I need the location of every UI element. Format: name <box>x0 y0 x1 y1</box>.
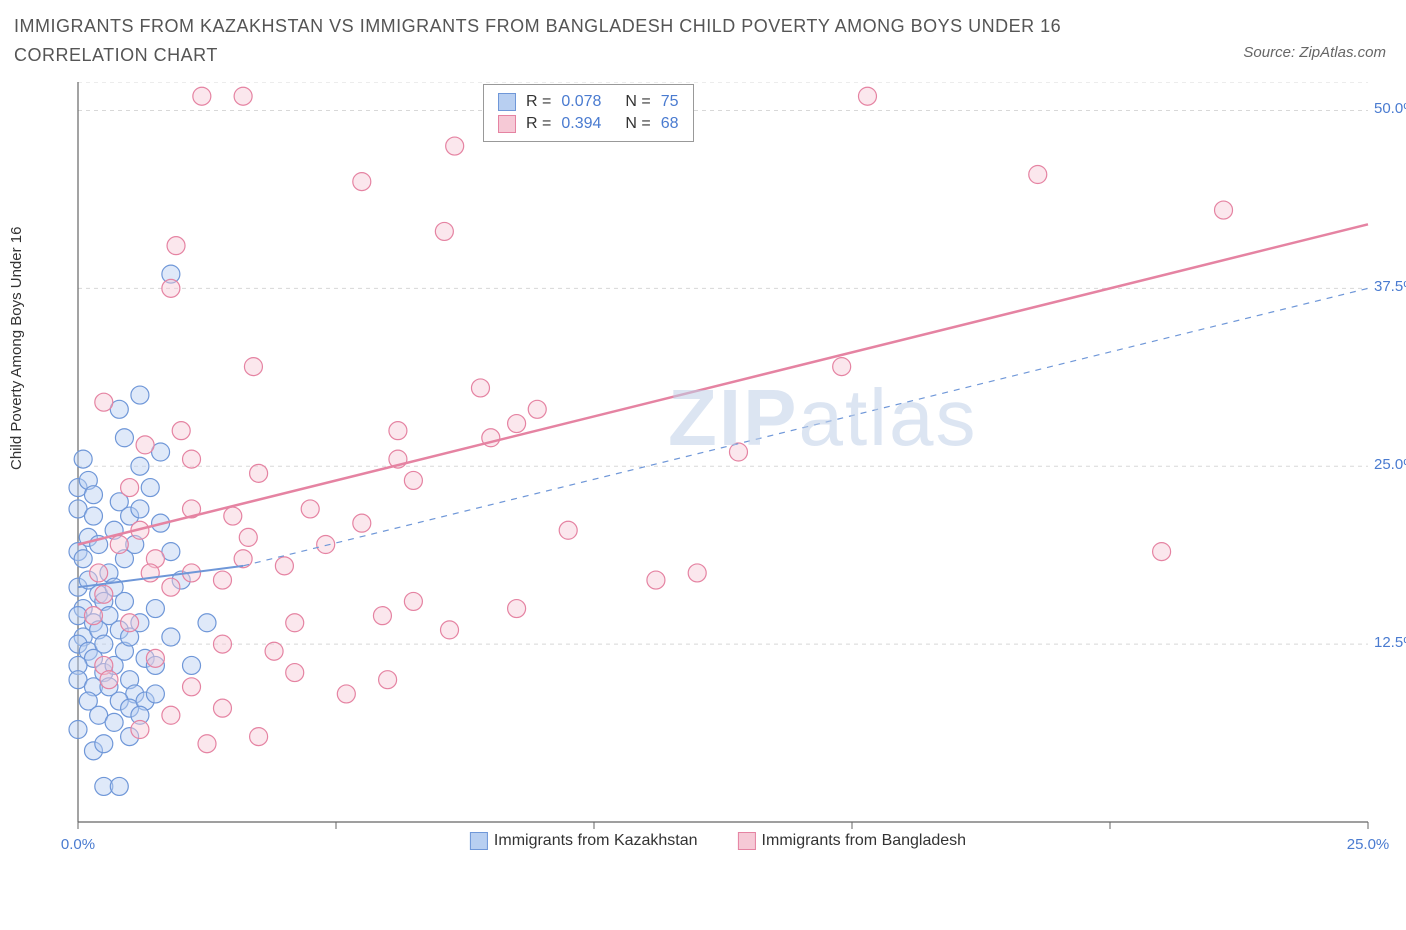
correlation-legend-row: R = 0.078 N = 75 <box>498 91 679 113</box>
x-tick-label: 25.0% <box>1347 836 1390 853</box>
n-label: N = <box>625 115 650 133</box>
legend-swatch <box>470 832 488 850</box>
legend-swatch <box>498 93 516 111</box>
n-label: N = <box>625 93 650 111</box>
n-value: 75 <box>661 93 679 111</box>
y-tick-label: 50.0% <box>1374 100 1406 117</box>
r-value: 0.078 <box>561 93 601 111</box>
y-tick-label: 37.5% <box>1374 278 1406 295</box>
series-legend: Immigrants from Kazakhstan Immigrants fro… <box>470 832 966 850</box>
correlation-legend: R = 0.078 N = 75 R = 0.394 N = 68 <box>483 84 694 142</box>
legend-item: Immigrants from Bangladesh <box>738 832 967 850</box>
n-value: 68 <box>661 115 679 133</box>
scatter-plot <box>48 82 1388 862</box>
r-value: 0.394 <box>561 115 601 133</box>
source-credit: Source: ZipAtlas.com <box>1243 44 1386 61</box>
chart-area: R =0.078N =75R =0.394N =68 ZIPatlas Immi… <box>48 82 1388 862</box>
source-prefix: Source: <box>1243 44 1299 61</box>
y-tick-label: 12.5% <box>1374 634 1406 651</box>
legend-item: Immigrants from Kazakhstan <box>470 832 698 850</box>
r-label: R = <box>526 93 551 111</box>
legend-swatch <box>738 832 756 850</box>
chart-title: IMMIGRANTS FROM KAZAKHSTAN VS IMMIGRANTS… <box>14 12 1164 70</box>
x-tick-label: 0.0% <box>61 836 95 853</box>
legend-label: Immigrants from Kazakhstan <box>494 832 698 850</box>
r-label: R = <box>526 115 551 133</box>
legend-swatch <box>498 115 516 133</box>
y-axis-label: Child Poverty Among Boys Under 16 <box>8 227 25 470</box>
source-name: ZipAtlas.com <box>1299 44 1386 61</box>
legend-label: Immigrants from Bangladesh <box>762 832 967 850</box>
correlation-legend-row: R = 0.394 N = 68 <box>498 113 679 135</box>
y-tick-label: 25.0% <box>1374 456 1406 473</box>
